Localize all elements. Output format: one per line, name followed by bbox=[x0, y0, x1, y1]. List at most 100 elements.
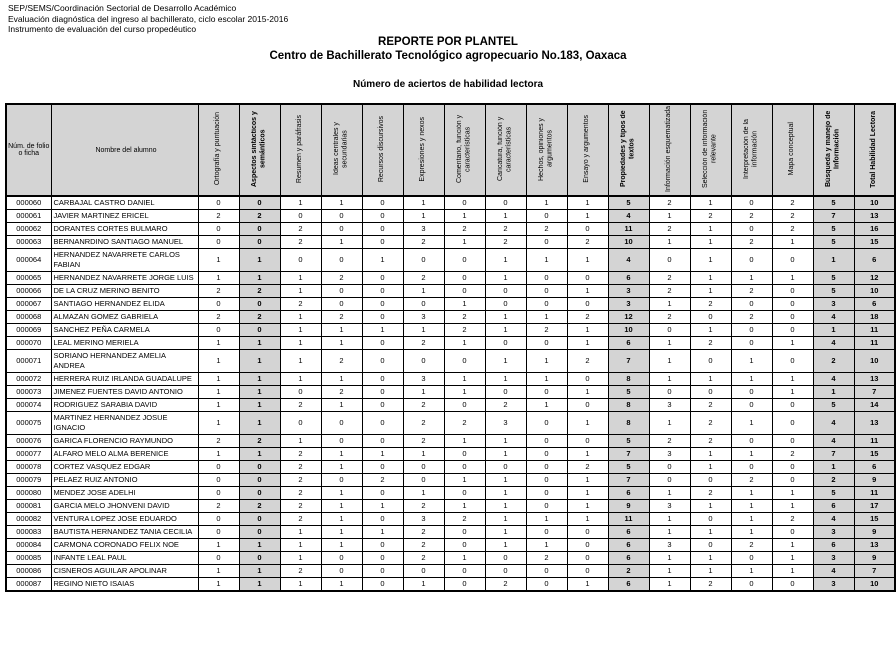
rotated-column-label: Recursos discursivos bbox=[378, 115, 386, 183]
subtotal-cell: 5 bbox=[607, 195, 650, 210]
score-cell: 2 bbox=[402, 271, 445, 285]
student-name-cell: SANTIAGO HERNANDEZ ELIDA bbox=[50, 297, 199, 311]
subtotal-cell: 10 bbox=[853, 284, 896, 298]
folio-cell: 000060 bbox=[5, 195, 52, 210]
score-cell: 2 bbox=[771, 447, 814, 461]
score-cell: 2 bbox=[402, 551, 445, 565]
subtotal-cell: 1 bbox=[238, 577, 281, 592]
subtotal-cell: 13 bbox=[853, 411, 896, 435]
score-cell: 0 bbox=[648, 460, 691, 474]
name-column-header: Nombre del alumno bbox=[50, 103, 199, 197]
table-row: 000063 BERNANRDINO SANTIAGO MANUEL 0 0 2 1 0 2 1… bbox=[5, 235, 896, 249]
score-cell: 2 bbox=[484, 222, 527, 236]
folio-cell: 000072 bbox=[5, 372, 52, 386]
score-cell: 1 bbox=[771, 336, 814, 350]
score-cell: 0 bbox=[525, 385, 568, 399]
score-cell: 0 bbox=[320, 434, 363, 448]
score-cell: 1 bbox=[484, 209, 527, 223]
score-cell: 0 bbox=[771, 525, 814, 539]
score-cell: 2 bbox=[484, 577, 527, 592]
score-cell: 0 bbox=[730, 577, 773, 592]
score-cell: 1 bbox=[484, 486, 527, 500]
folio-cell: 000070 bbox=[5, 336, 52, 350]
score-cell: 1 bbox=[689, 564, 732, 578]
score-cell: 2 bbox=[443, 323, 486, 337]
subtotal-cell: 10 bbox=[607, 235, 650, 249]
score-cell: 2 bbox=[402, 336, 445, 350]
score-cell: 0 bbox=[689, 473, 732, 487]
score-cell: 1 bbox=[484, 447, 527, 461]
subtotal-cell: 7 bbox=[853, 385, 896, 399]
score-cell: 1 bbox=[443, 434, 486, 448]
score-cell: 0 bbox=[361, 434, 404, 448]
table-row: 000064 HERNANDEZ NAVARRETE CARLOS FABIAN 1… bbox=[5, 248, 896, 272]
score-cell: 0 bbox=[197, 525, 240, 539]
student-name-cell: VENTURA LOPEZ JOSE EDUARDO bbox=[50, 512, 199, 526]
score-cell: 1 bbox=[484, 473, 527, 487]
score-cell: 1 bbox=[361, 323, 404, 337]
score-cell: 1 bbox=[566, 195, 609, 210]
score-column-header: Caricatura, función y características bbox=[484, 103, 527, 197]
score-cell: 1 bbox=[279, 271, 322, 285]
table-row: 000071 SORIANO HERNANDEZ AMELIA ANDREA 1 1 1… bbox=[5, 349, 896, 373]
subtotal-cell: 0 bbox=[238, 512, 281, 526]
subtotal-cell: 6 bbox=[607, 336, 650, 350]
score-cell: 1 bbox=[566, 512, 609, 526]
score-cell: 0 bbox=[566, 434, 609, 448]
score-cell: 0 bbox=[361, 271, 404, 285]
score-cell: 1 bbox=[525, 310, 568, 324]
score-cell: 1 bbox=[484, 525, 527, 539]
score-cell: 0 bbox=[730, 297, 773, 311]
score-cell: 0 bbox=[197, 195, 240, 210]
score-cell: 0 bbox=[566, 222, 609, 236]
score-cell: 2 bbox=[402, 411, 445, 435]
score-cell: 3 bbox=[484, 411, 527, 435]
score-cell: 1 bbox=[566, 385, 609, 399]
table-row: 000079 PELAEZ RUIZ ANTONIO 0 0 2 0 2 0 1 1 0 1 7 0 0 2 0… bbox=[5, 473, 896, 487]
folio-cell: 000066 bbox=[5, 284, 52, 298]
folio-cell: 000083 bbox=[5, 525, 52, 539]
subtotal-cell: 4 bbox=[812, 310, 855, 324]
score-cell: 0 bbox=[648, 473, 691, 487]
score-column-header: Total Habilidad Lectora bbox=[853, 103, 896, 197]
score-cell: 0 bbox=[443, 577, 486, 592]
score-cell: 0 bbox=[361, 297, 404, 311]
score-cell: 0 bbox=[730, 195, 773, 210]
folio-cell: 000084 bbox=[5, 538, 52, 552]
folio-cell: 000076 bbox=[5, 434, 52, 448]
score-cell: 1 bbox=[197, 385, 240, 399]
score-cell: 2 bbox=[197, 284, 240, 298]
folio-cell: 000069 bbox=[5, 323, 52, 337]
student-name-cell: LEAL MERINO MERIELA bbox=[50, 336, 199, 350]
subtotal-cell: 0 bbox=[238, 195, 281, 210]
subtotal-cell: 6 bbox=[607, 486, 650, 500]
score-cell: 1 bbox=[197, 398, 240, 412]
subtotal-cell: 0 bbox=[238, 222, 281, 236]
subtotal-cell: 11 bbox=[607, 222, 650, 236]
score-cell: 1 bbox=[361, 499, 404, 513]
score-cell: 0 bbox=[730, 248, 773, 272]
score-cell: 2 bbox=[648, 284, 691, 298]
score-cell: 1 bbox=[525, 372, 568, 386]
score-cell: 1 bbox=[771, 385, 814, 399]
subtotal-cell: 4 bbox=[812, 434, 855, 448]
subtotal-cell: 3 bbox=[812, 525, 855, 539]
score-cell: 1 bbox=[648, 512, 691, 526]
score-cell: 0 bbox=[689, 310, 732, 324]
subtotal-cell: 13 bbox=[853, 209, 896, 223]
subtotal-cell: 7 bbox=[607, 447, 650, 461]
score-cell: 2 bbox=[443, 411, 486, 435]
score-cell: 3 bbox=[402, 310, 445, 324]
score-cell: 2 bbox=[361, 473, 404, 487]
score-cell: 1 bbox=[648, 235, 691, 249]
score-cell: 0 bbox=[197, 486, 240, 500]
score-cell: 1 bbox=[402, 577, 445, 592]
score-cell: 1 bbox=[730, 447, 773, 461]
score-cell: 1 bbox=[730, 525, 773, 539]
table-header-row: Núm. de folio o ficha Nombre del alumno … bbox=[5, 103, 896, 197]
folio-cell: 000081 bbox=[5, 499, 52, 513]
subtotal-cell: 16 bbox=[853, 222, 896, 236]
subtotal-cell: 5 bbox=[812, 271, 855, 285]
score-cell: 1 bbox=[484, 310, 527, 324]
score-cell: 2 bbox=[279, 447, 322, 461]
